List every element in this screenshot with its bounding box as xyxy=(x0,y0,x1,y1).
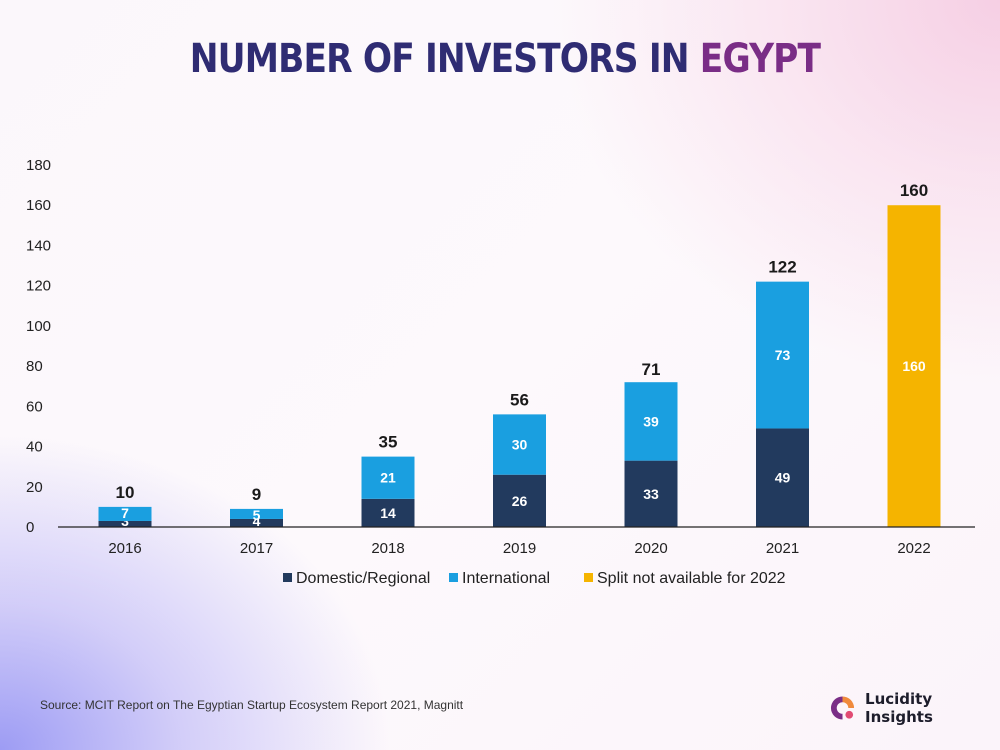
bar-total-label: 10 xyxy=(116,483,135,502)
bar-segment-label: 3 xyxy=(121,513,129,529)
legend-label: International xyxy=(462,570,550,587)
legend-swatch xyxy=(449,573,458,582)
legend-label: Split not available for 2022 xyxy=(597,570,786,587)
y-tick-label: 100 xyxy=(26,318,51,335)
bar-segment-label: 26 xyxy=(512,493,528,509)
legend-label: Domestic/Regional xyxy=(296,570,430,587)
x-tick-label: 2018 xyxy=(371,540,404,557)
bar-segment xyxy=(230,518,283,527)
x-tick-label: 2016 xyxy=(108,540,141,557)
legend-swatch xyxy=(584,573,593,582)
bar-segment-label: 39 xyxy=(643,413,659,429)
bar-segment-label: 160 xyxy=(902,358,926,374)
y-tick-label: 120 xyxy=(26,278,51,295)
bar-total-label: 160 xyxy=(900,181,928,200)
bar-segment xyxy=(493,414,546,475)
bar-segment xyxy=(493,474,546,527)
y-tick-label: 80 xyxy=(26,358,43,375)
bar-segment xyxy=(98,506,152,521)
bar-segment xyxy=(230,508,283,519)
brand-name: Lucidity Insights xyxy=(865,690,933,726)
bar-total-label: 35 xyxy=(379,433,398,452)
bar-segment xyxy=(361,498,415,527)
y-tick-label: 40 xyxy=(26,439,43,456)
bar-total-label: 122 xyxy=(768,258,796,277)
bar-total-label: 56 xyxy=(510,390,529,409)
bar-segment-label: 7 xyxy=(121,505,129,521)
y-tick-label: 20 xyxy=(26,479,43,496)
legend-swatch xyxy=(283,573,292,582)
brand-logo: Lucidity Insights xyxy=(830,690,1000,726)
bar-segment-label: 14 xyxy=(380,505,396,521)
bar-segment xyxy=(624,460,678,527)
y-tick-label: 0 xyxy=(26,519,34,536)
x-tick-label: 2020 xyxy=(634,540,667,557)
x-tick-label: 2019 xyxy=(503,540,536,557)
y-tick-label: 180 xyxy=(26,157,51,174)
bar-segment-label: 73 xyxy=(775,347,791,363)
bar-segment-label: 4 xyxy=(253,513,261,529)
bar-segment-label: 49 xyxy=(775,470,791,486)
source-note: Source: MCIT Report on The Egyptian Star… xyxy=(40,698,464,712)
y-tick-label: 60 xyxy=(26,398,43,415)
y-tick-label: 140 xyxy=(26,237,51,254)
chart-title: NUMBER OF INVESTORS IN EGYPT xyxy=(75,36,935,82)
bar-segment xyxy=(624,382,678,461)
x-tick-label: 2021 xyxy=(766,540,799,557)
lucidity-logo-icon xyxy=(830,696,855,720)
bar-segment xyxy=(887,205,941,527)
chart-title-accent: EGYPT xyxy=(699,36,821,82)
bar-segment xyxy=(756,281,809,429)
y-tick-label: 160 xyxy=(26,197,51,214)
bar-segment-label: 5 xyxy=(253,507,261,523)
chart-title-main: NUMBER OF INVESTORS IN xyxy=(189,36,700,82)
bar-segment-label: 33 xyxy=(643,486,659,502)
x-tick-label: 2017 xyxy=(240,540,273,557)
x-tick-label: 2022 xyxy=(897,540,930,557)
bar-segment xyxy=(98,520,152,527)
bar-total-label: 71 xyxy=(642,360,661,379)
bar-segment xyxy=(361,456,415,499)
bar-segment-label: 30 xyxy=(512,437,528,453)
bar-segment-label: 21 xyxy=(380,470,396,486)
bar-segment xyxy=(756,428,809,527)
bar-total-label: 9 xyxy=(252,485,261,504)
